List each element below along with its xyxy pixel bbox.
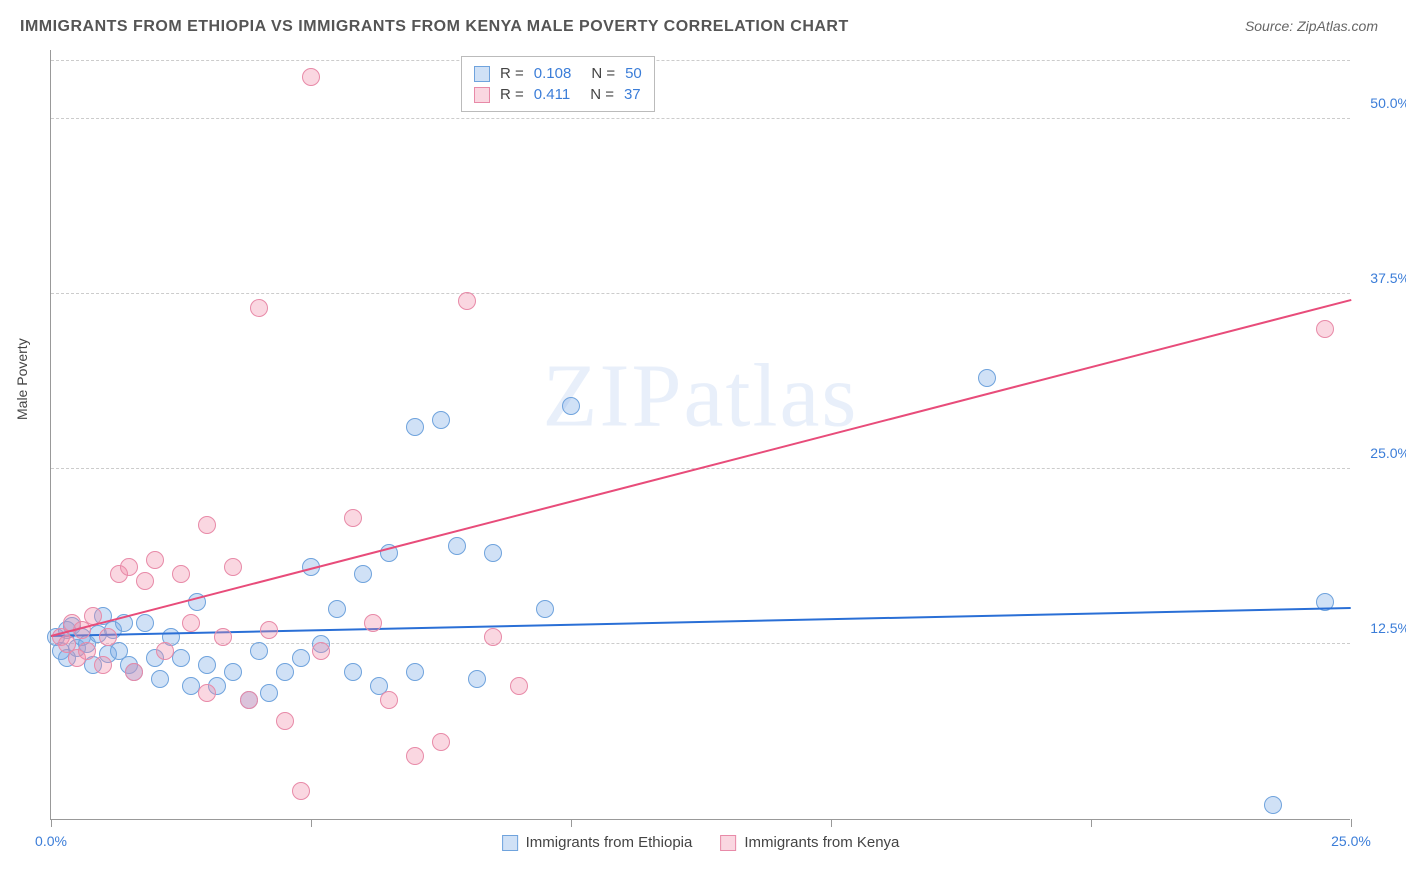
scatter-point <box>302 68 320 86</box>
gridline <box>51 60 1350 61</box>
r-label: R = <box>500 65 524 82</box>
scatter-point <box>94 656 112 674</box>
y-tick-label: 12.5% <box>1370 620 1406 636</box>
scatter-point <box>250 299 268 317</box>
n-value: 50 <box>625 65 642 82</box>
scatter-point <box>344 663 362 681</box>
scatter-point <box>260 684 278 702</box>
legend-swatch <box>502 835 518 851</box>
scatter-chart: ZIPatlas R =0.108N =50R =0.411N =37 Immi… <box>50 50 1350 820</box>
scatter-point <box>484 628 502 646</box>
legend-row: R = 0.411 N = 37 <box>474 84 642 105</box>
watermark-text: ZIPatlas <box>543 345 859 448</box>
legend-label: Immigrants from Ethiopia <box>526 834 693 851</box>
x-tick <box>571 819 572 827</box>
trend-line <box>51 607 1351 637</box>
correlation-legend: R = 0.108 N = 50 R = 0.411 N = 37 <box>461 56 655 112</box>
legend-item: Immigrants from Ethiopia <box>502 834 693 851</box>
x-tick-label: 0.0% <box>35 833 67 849</box>
scatter-point <box>406 663 424 681</box>
legend-row: R = 0.108 N = 50 <box>474 63 642 84</box>
y-tick-label: 37.5% <box>1370 270 1406 286</box>
scatter-point <box>224 558 242 576</box>
r-value: 0.108 <box>534 65 572 82</box>
scatter-point <box>536 600 554 618</box>
scatter-point <box>125 663 143 681</box>
scatter-point <box>151 670 169 688</box>
n-value: 37 <box>624 86 641 103</box>
legend-swatch <box>474 87 490 103</box>
source-attribution: Source: ZipAtlas.com <box>1245 18 1378 34</box>
scatter-point <box>250 642 268 660</box>
scatter-point <box>1264 796 1282 814</box>
scatter-point <box>99 628 117 646</box>
scatter-point <box>292 649 310 667</box>
scatter-point <box>510 677 528 695</box>
scatter-point <box>214 628 232 646</box>
scatter-point <box>156 642 174 660</box>
scatter-point <box>1316 320 1334 338</box>
scatter-point <box>406 418 424 436</box>
legend-swatch <box>720 835 736 851</box>
x-tick <box>311 819 312 827</box>
x-tick <box>831 819 832 827</box>
scatter-point <box>406 747 424 765</box>
legend-label: Immigrants from Kenya <box>744 834 899 851</box>
n-label: N = <box>591 65 615 82</box>
x-tick <box>1091 819 1092 827</box>
legend-swatch <box>474 66 490 82</box>
scatter-point <box>484 544 502 562</box>
scatter-point <box>276 663 294 681</box>
scatter-point <box>136 572 154 590</box>
scatter-point <box>172 565 190 583</box>
scatter-point <box>978 369 996 387</box>
scatter-point <box>120 558 138 576</box>
scatter-point <box>468 670 486 688</box>
x-tick <box>1351 819 1352 827</box>
scatter-point <box>364 614 382 632</box>
y-tick-label: 25.0% <box>1370 445 1406 461</box>
scatter-point <box>458 292 476 310</box>
scatter-point <box>198 656 216 674</box>
scatter-point <box>432 411 450 429</box>
x-tick-label: 25.0% <box>1331 833 1371 849</box>
scatter-point <box>276 712 294 730</box>
gridline <box>51 293 1350 294</box>
scatter-point <box>172 649 190 667</box>
scatter-point <box>146 551 164 569</box>
chart-title: IMMIGRANTS FROM ETHIOPIA VS IMMIGRANTS F… <box>20 18 849 36</box>
scatter-point <box>260 621 278 639</box>
y-axis-label: Male Poverty <box>14 338 30 420</box>
x-tick <box>51 819 52 827</box>
scatter-point <box>562 397 580 415</box>
scatter-point <box>136 614 154 632</box>
scatter-point <box>312 642 330 660</box>
scatter-point <box>240 691 258 709</box>
scatter-point <box>380 691 398 709</box>
scatter-point <box>344 509 362 527</box>
scatter-point <box>448 537 466 555</box>
scatter-point <box>328 600 346 618</box>
legend-item: Immigrants from Kenya <box>720 834 899 851</box>
r-value: 0.411 <box>534 86 570 103</box>
scatter-point <box>354 565 372 583</box>
r-label: R = <box>500 86 524 103</box>
gridline <box>51 118 1350 119</box>
scatter-point <box>78 642 96 660</box>
series-legend: Immigrants from Ethiopia Immigrants from … <box>502 834 900 851</box>
n-label: N = <box>590 86 614 103</box>
scatter-point <box>432 733 450 751</box>
scatter-point <box>198 684 216 702</box>
scatter-point <box>182 614 200 632</box>
scatter-point <box>198 516 216 534</box>
y-tick-label: 50.0% <box>1370 95 1406 111</box>
scatter-point <box>224 663 242 681</box>
scatter-point <box>292 782 310 800</box>
gridline <box>51 643 1350 644</box>
